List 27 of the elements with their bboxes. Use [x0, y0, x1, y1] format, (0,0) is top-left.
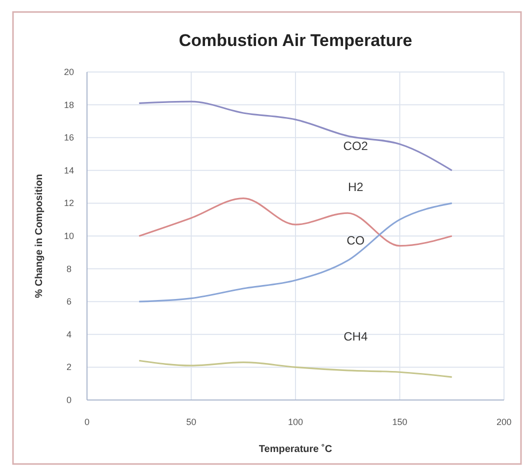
text: CH4	[344, 329, 368, 344]
y-tick-label: 20	[64, 67, 74, 77]
x-tick-label: 150	[392, 417, 408, 427]
y-tick-label: 18	[64, 100, 74, 110]
line-series	[138, 100, 453, 172]
line-series	[138, 197, 453, 247]
y-tick-label: 16	[64, 132, 74, 143]
y-tick-label: 10	[64, 231, 74, 241]
y-tick-label: 6	[66, 296, 72, 307]
y-tick-label: 2	[66, 362, 72, 372]
line-series	[138, 360, 453, 378]
x-axis-title: Temperature ˚C	[258, 443, 332, 455]
series-label: CO	[346, 234, 365, 248]
y-axis-title: % Change in Composition	[34, 174, 45, 298]
y-tick-label: 12	[64, 198, 74, 208]
chart-title: Combustion Air Temperature	[178, 31, 412, 50]
x-tick-label: 0	[84, 417, 90, 427]
series-label: CO2	[343, 138, 368, 153]
y-tick-label: 0	[66, 395, 72, 405]
x-tick-label: 100	[288, 417, 304, 427]
x-tick-label: 50	[186, 417, 196, 427]
line-series	[138, 202, 453, 302]
x-tick-label: 200	[496, 417, 512, 427]
series-label: H2	[348, 180, 364, 194]
y-tick-label: 14	[64, 165, 74, 176]
y-tick-label: 4	[66, 329, 72, 340]
y-tick-label: 8	[66, 264, 72, 274]
